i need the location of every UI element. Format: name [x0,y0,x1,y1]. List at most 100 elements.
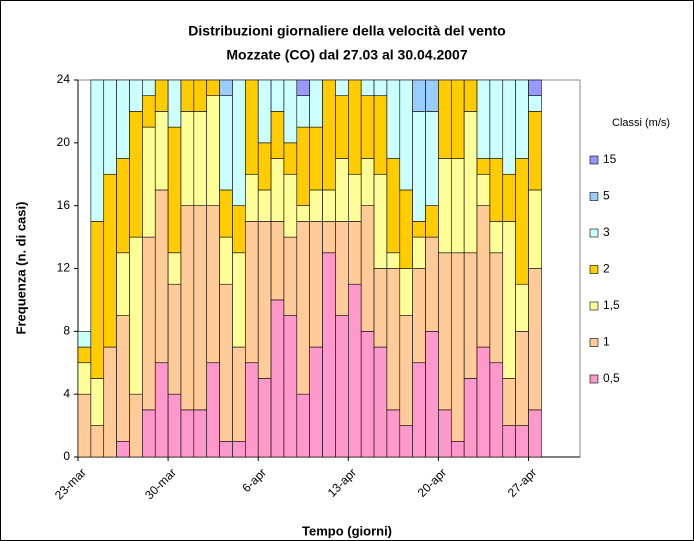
bar-segment [309,126,323,191]
bar-segment [438,409,452,458]
bar-segment [502,79,516,175]
bar-segment [245,79,259,175]
bar-segment [425,205,439,238]
bar-segment [283,173,298,238]
bar-segment [412,362,426,458]
bar-segment [77,362,92,395]
bar-segment [412,79,426,112]
bar-segment [142,409,156,458]
legend-label: 2 [603,262,610,276]
bar-segment [438,79,452,159]
legend-swatch [589,192,599,201]
bar-segment [412,221,426,238]
bar-segment [116,158,130,254]
bar-segment [245,221,259,364]
bar-segment [180,205,195,411]
bar-segment [219,79,233,97]
bar-segment [386,79,401,159]
bar-segment [90,378,105,426]
bar-segment [142,95,156,128]
bar-segment [270,79,285,112]
bar-segment [103,173,117,348]
bar-segment [399,79,413,191]
bar-segment [296,126,310,206]
bar-segment [425,79,439,112]
bar-segment [193,79,208,112]
legend-swatch [589,301,599,311]
bar-segment [528,79,542,97]
bar-segment [309,221,323,348]
bar-segment [348,79,362,175]
bar-segment [219,440,233,458]
bar-segment [129,79,143,112]
legend-title: Classi (m/s) [612,117,670,129]
bar-segment [193,111,208,206]
bar-segment [116,79,130,159]
legend-swatch [589,265,599,274]
bar-segment [476,346,491,458]
bar-segment [296,79,310,97]
bar-segment [373,346,388,458]
bar-segment [399,189,413,269]
bar-segment [360,79,375,97]
bar-segment [425,331,439,458]
bar-segment [167,252,182,285]
bar-segment [528,111,542,191]
bar-segment [515,283,529,332]
y-tick-label: 16 [57,198,71,212]
legend-swatch [589,155,599,165]
bar-segment [154,111,169,191]
bar-segment [399,268,413,316]
bar-segment [154,79,169,112]
legend-swatch [589,374,599,384]
bar-segment [257,189,272,222]
bar-segment [90,221,105,379]
legend-label: 1,5 [603,298,620,312]
bar-segment [348,283,362,458]
bar-segment [373,95,388,175]
bar-segment [502,173,516,222]
bar-segment [450,158,465,254]
bar-segment [386,409,401,458]
bar-segment [425,111,439,206]
bar-segment [322,189,336,222]
bar-segment [245,362,259,458]
bar-segment [193,409,208,458]
bar-segment [283,236,298,316]
bar-segment [476,158,491,175]
bar-segment [373,79,388,97]
bar-segment [412,268,426,364]
bar-segment [77,346,92,364]
bar-segment [489,79,504,159]
bar-segment [335,315,349,458]
bar-segment [476,79,491,159]
bar-segment [219,189,233,238]
bar-segment [463,252,478,379]
bar-segment [154,362,169,458]
bar-segment [322,252,336,458]
bar-segment [283,142,298,175]
bar-segment [335,158,349,222]
bar-segment [257,221,272,379]
bar-segment [489,252,504,364]
bar-segment [489,362,504,458]
bar-segment [206,362,220,458]
legend-label: 1 [603,335,610,349]
bar-segment [309,346,323,458]
bar-segment [438,252,452,411]
bar-segment [129,393,143,458]
bar-segment [502,221,516,379]
bar-segment [90,425,105,458]
bar-segment [360,205,375,332]
bar-segment [476,205,491,348]
legend-label: 5 [603,189,610,203]
bar-segment [193,205,208,411]
bar-segment [296,205,310,222]
bar-segment [232,252,246,348]
bar-segment [386,268,401,411]
bar-segment [476,173,491,206]
bar-segment [116,252,130,316]
bar-segment [386,158,401,254]
bar-segment [219,95,233,191]
